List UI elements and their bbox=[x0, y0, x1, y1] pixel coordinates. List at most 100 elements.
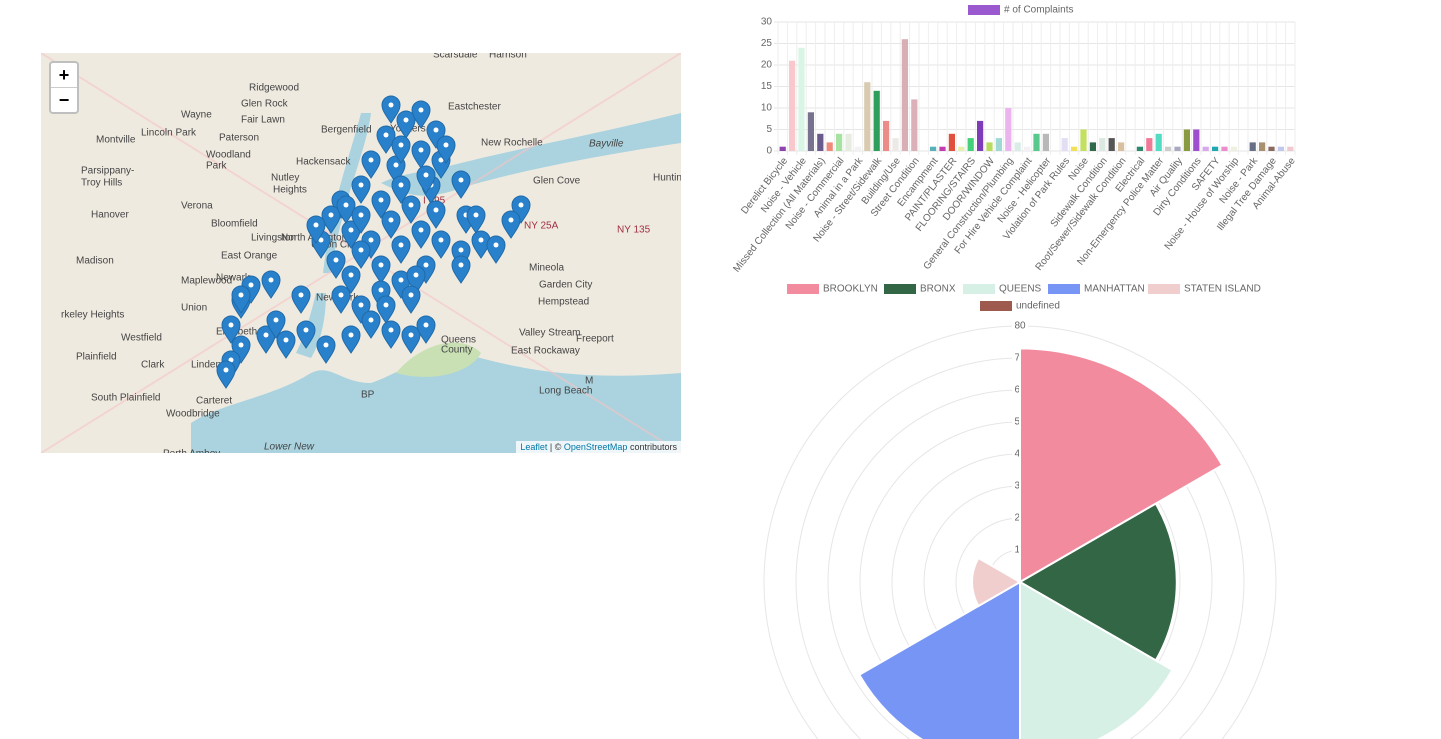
map-marker bbox=[451, 240, 471, 269]
map-marker bbox=[466, 205, 486, 234]
bar bbox=[1099, 138, 1106, 151]
map-marker-dot bbox=[348, 227, 354, 233]
map-marker bbox=[401, 285, 421, 314]
place-label: Huntington bbox=[653, 173, 681, 184]
map-marker bbox=[371, 255, 391, 284]
map-marker-dot bbox=[358, 247, 364, 253]
leaflet-link[interactable]: Leaflet bbox=[520, 442, 548, 452]
zoom-out[interactable]: − bbox=[51, 87, 77, 112]
bar bbox=[1164, 146, 1172, 151]
map-marker-dot bbox=[338, 292, 344, 298]
legend-label: STATEN ISLAND bbox=[1184, 284, 1261, 295]
bar bbox=[911, 99, 918, 151]
bar bbox=[929, 146, 937, 151]
place-label: Wayne bbox=[181, 110, 212, 121]
bar bbox=[1287, 146, 1294, 151]
map-marker-dot bbox=[298, 292, 304, 298]
map-marker bbox=[296, 320, 316, 349]
map-marker-dot bbox=[458, 262, 464, 268]
bar bbox=[1211, 146, 1219, 151]
map-marker bbox=[341, 325, 361, 354]
place-label: Union City bbox=[311, 240, 357, 251]
map-marker-dot bbox=[438, 237, 444, 243]
polar-slice bbox=[971, 556, 1022, 608]
map-marker bbox=[256, 325, 276, 354]
map-marker bbox=[411, 100, 431, 129]
map-marker bbox=[411, 220, 431, 249]
map-marker-dot bbox=[478, 237, 484, 243]
map-marker bbox=[266, 310, 286, 339]
map-marker-dot bbox=[368, 317, 374, 323]
map-marker bbox=[501, 210, 521, 239]
water bbox=[191, 353, 681, 453]
bar bbox=[1146, 138, 1153, 151]
legend-swatch bbox=[787, 284, 819, 294]
place-label: Madison bbox=[76, 256, 114, 267]
map-marker-dot bbox=[358, 212, 364, 218]
bar bbox=[986, 142, 993, 151]
bar bbox=[1070, 146, 1078, 151]
y-tick-label: 15 bbox=[761, 81, 773, 92]
map-marker bbox=[381, 210, 401, 239]
place-label: East Rockaway bbox=[511, 346, 580, 357]
y-tick-label: 5 bbox=[766, 124, 772, 135]
place-label: Bloomfield bbox=[211, 219, 258, 230]
map-marker-dot bbox=[268, 277, 274, 283]
place-label: Ridgewood bbox=[249, 83, 299, 94]
map-marker bbox=[331, 285, 351, 314]
place-label: Hempstead bbox=[538, 297, 589, 308]
place-label: Freeport bbox=[576, 334, 614, 345]
map-marker-dot bbox=[458, 177, 464, 183]
polar-slice bbox=[1019, 347, 1224, 584]
y-tick-label: 10 bbox=[761, 103, 773, 114]
osm-link[interactable]: OpenStreetMap bbox=[563, 442, 628, 452]
legend-label: QUEENS bbox=[999, 284, 1042, 295]
map-marker bbox=[326, 250, 346, 279]
place-label: Plainfield bbox=[76, 352, 117, 363]
polar-slice bbox=[1015, 577, 1021, 584]
map-marker-dot bbox=[263, 332, 269, 338]
map-marker-dot bbox=[433, 127, 439, 133]
bar bbox=[967, 138, 974, 151]
bar bbox=[976, 120, 984, 151]
place-label: Union bbox=[181, 303, 207, 314]
map-marker bbox=[486, 235, 506, 264]
map-marker bbox=[451, 255, 471, 284]
map-marker-dot bbox=[398, 242, 404, 248]
map-marker bbox=[361, 310, 381, 339]
bar bbox=[1277, 146, 1285, 151]
place-label: Livingston bbox=[251, 233, 296, 244]
map[interactable]: Ridgewood Scarsdale Harrison Glen Rock Wayne… bbox=[41, 53, 681, 453]
map-marker-dot bbox=[323, 342, 329, 348]
bar bbox=[1221, 146, 1228, 151]
map-marker bbox=[426, 200, 446, 229]
map-marker-dot bbox=[223, 367, 229, 373]
zoom-in[interactable]: + bbox=[58, 65, 70, 85]
bar bbox=[1089, 142, 1097, 151]
place-label: Linden bbox=[191, 360, 221, 371]
map-marker-dot bbox=[348, 272, 354, 278]
legend-label: undefined bbox=[1016, 301, 1060, 312]
bar bbox=[788, 60, 796, 152]
zoom-control: + − bbox=[49, 61, 79, 114]
bar bbox=[798, 47, 805, 151]
map-marker bbox=[431, 230, 451, 259]
map-marker-dot bbox=[283, 337, 289, 343]
bar bbox=[1033, 133, 1040, 151]
polar-slice bbox=[1019, 580, 1174, 739]
bar bbox=[835, 133, 843, 151]
place-label: Woodland bbox=[206, 150, 251, 161]
place-label: Bayville bbox=[589, 139, 624, 150]
place-label: Bergenfield bbox=[321, 125, 372, 136]
place-label: Newark bbox=[216, 273, 251, 284]
legend-swatch bbox=[1148, 284, 1180, 294]
place-label: County bbox=[441, 345, 473, 356]
place-label: Eastchester bbox=[448, 102, 501, 113]
bar bbox=[854, 146, 862, 151]
bar bbox=[826, 142, 833, 151]
map-marker bbox=[401, 195, 421, 224]
map-marker-dot bbox=[368, 157, 374, 163]
map-marker bbox=[351, 205, 371, 234]
map-marker-dot bbox=[413, 272, 419, 278]
y-tick-label: 0 bbox=[766, 146, 772, 157]
